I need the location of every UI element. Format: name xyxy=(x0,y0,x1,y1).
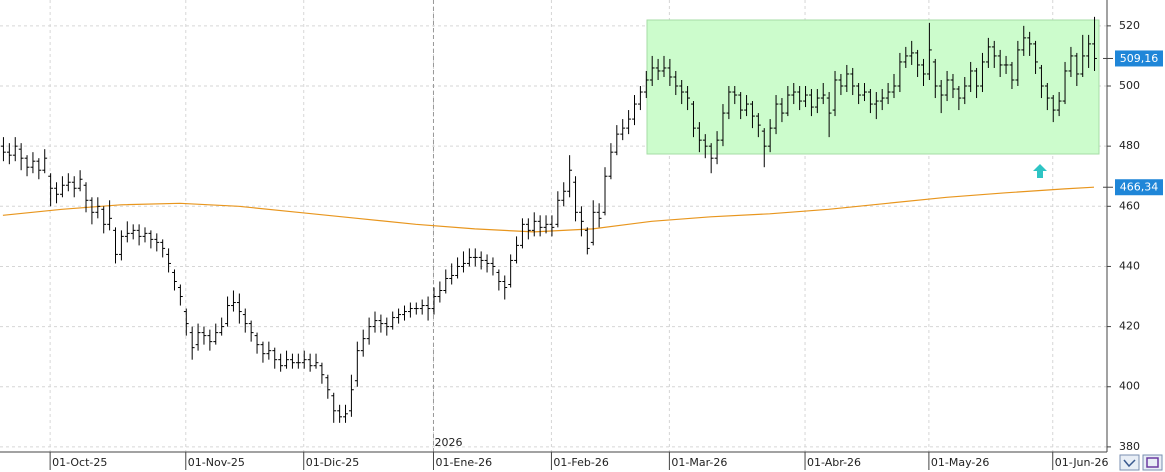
moving-average-line xyxy=(2,186,1095,233)
price-label: 466,34 xyxy=(1120,181,1159,194)
y-tick-label: 460 xyxy=(1119,199,1140,212)
price-label-box xyxy=(1115,179,1163,196)
price-label-box xyxy=(1115,50,1163,67)
zoom-icon xyxy=(1123,459,1136,468)
axes: 380 400 420 440 460 480 500 520 01-Oct-25 01-Nov-… xyxy=(49,19,1163,470)
y-tick-label: 420 xyxy=(1119,320,1140,333)
price-label: 509,16 xyxy=(1120,52,1159,65)
y-tick-label: 380 xyxy=(1119,440,1140,453)
range-highlight xyxy=(646,19,1100,155)
up-arrow xyxy=(1033,164,1047,178)
y-tick-label: 480 xyxy=(1119,139,1140,152)
save-icon xyxy=(1146,457,1159,468)
x-tick-label: 01-Jun-26 xyxy=(1055,456,1109,469)
y-tick-label: 400 xyxy=(1119,380,1140,393)
x-tick-label: 01-Nov-25 xyxy=(188,456,245,469)
x-tick-label: 01-Oct-25 xyxy=(52,456,107,469)
x-tick-label: 01-Feb-26 xyxy=(553,456,608,469)
x-tick-label: 01-Dic-25 xyxy=(306,456,360,469)
y-tick-label: 500 xyxy=(1119,79,1140,92)
y-tick-label: 440 xyxy=(1119,259,1140,272)
x-tick-label: 01-Mar-26 xyxy=(671,456,727,469)
zoom-button[interactable] xyxy=(1119,454,1140,471)
marks xyxy=(1,16,1097,423)
year-label: 2026 xyxy=(434,436,462,449)
y-tick-label: 520 xyxy=(1119,19,1140,32)
x-tick-label: 01-Ene-26 xyxy=(435,456,492,469)
x-tick-label: 01-Abr-26 xyxy=(807,456,861,469)
x-tick-label: 01-May-26 xyxy=(931,456,989,469)
